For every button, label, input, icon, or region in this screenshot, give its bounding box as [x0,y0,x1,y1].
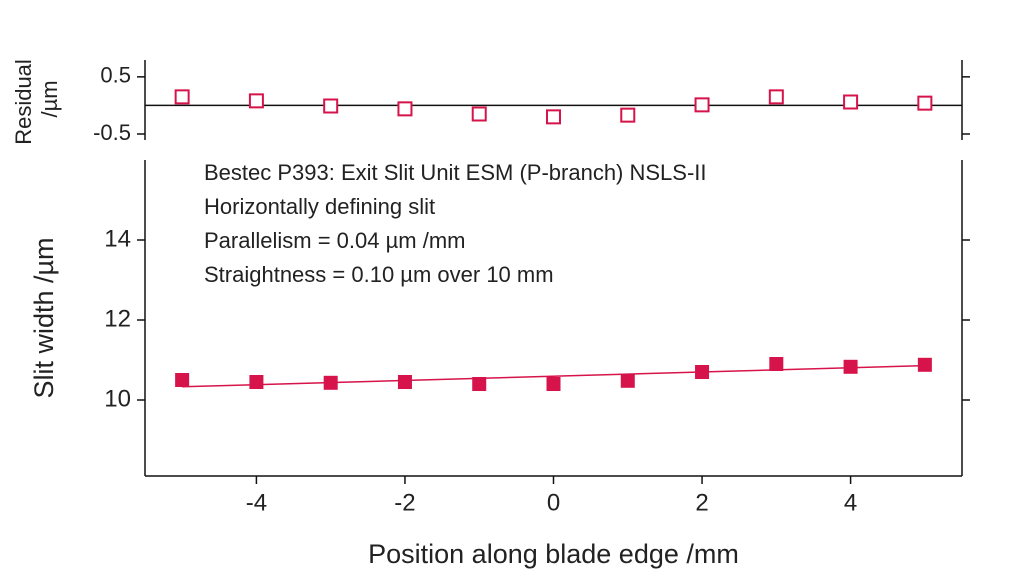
residual-point [546,109,561,125]
y-tick-label: 14 [104,225,131,252]
y-tick-label: 12 [104,305,131,332]
residual-point [917,95,933,111]
data-point [397,375,412,389]
residual-point [174,89,190,105]
x-tick-label: 2 [695,489,708,516]
data-point [769,357,784,371]
data-point [917,357,932,372]
residual-point [471,106,487,122]
y-tick-label: 10 [104,385,131,412]
residual-point [323,98,339,114]
residual-point [694,97,710,113]
data-point [843,359,858,374]
x-tick-label: -2 [394,489,415,516]
y-axis-label: Residual /µm [11,59,62,145]
y-axis-label: Slit width /µm [29,237,59,398]
data-point [249,375,264,389]
residual-point [248,93,264,109]
residual-point [843,94,859,110]
x-tick-label: 0 [547,489,560,516]
residual-point [397,101,413,117]
residual-point [768,89,784,105]
residual-point [620,107,636,123]
data-point [472,377,487,391]
fit-line [182,364,925,388]
annotation: Parallelism = 0.04 µm /mm [204,228,465,253]
y-tick-label: -0.5 [93,120,131,145]
annotation: Straightness = 0.10 µm over 10 mm [204,262,554,287]
annotation: Horizontally defining slit [204,194,435,219]
y-tick-label: 0.5 [100,63,131,88]
data-point [175,373,190,387]
annotation: Bestec P393: Exit Slit Unit ESM (P-branc… [204,160,707,185]
x-tick-label: 4 [844,489,857,516]
x-tick-label: -4 [246,489,267,516]
data-point [546,377,561,391]
data-point [620,373,635,388]
x-axis-label: Position along blade edge /mm [368,539,739,569]
